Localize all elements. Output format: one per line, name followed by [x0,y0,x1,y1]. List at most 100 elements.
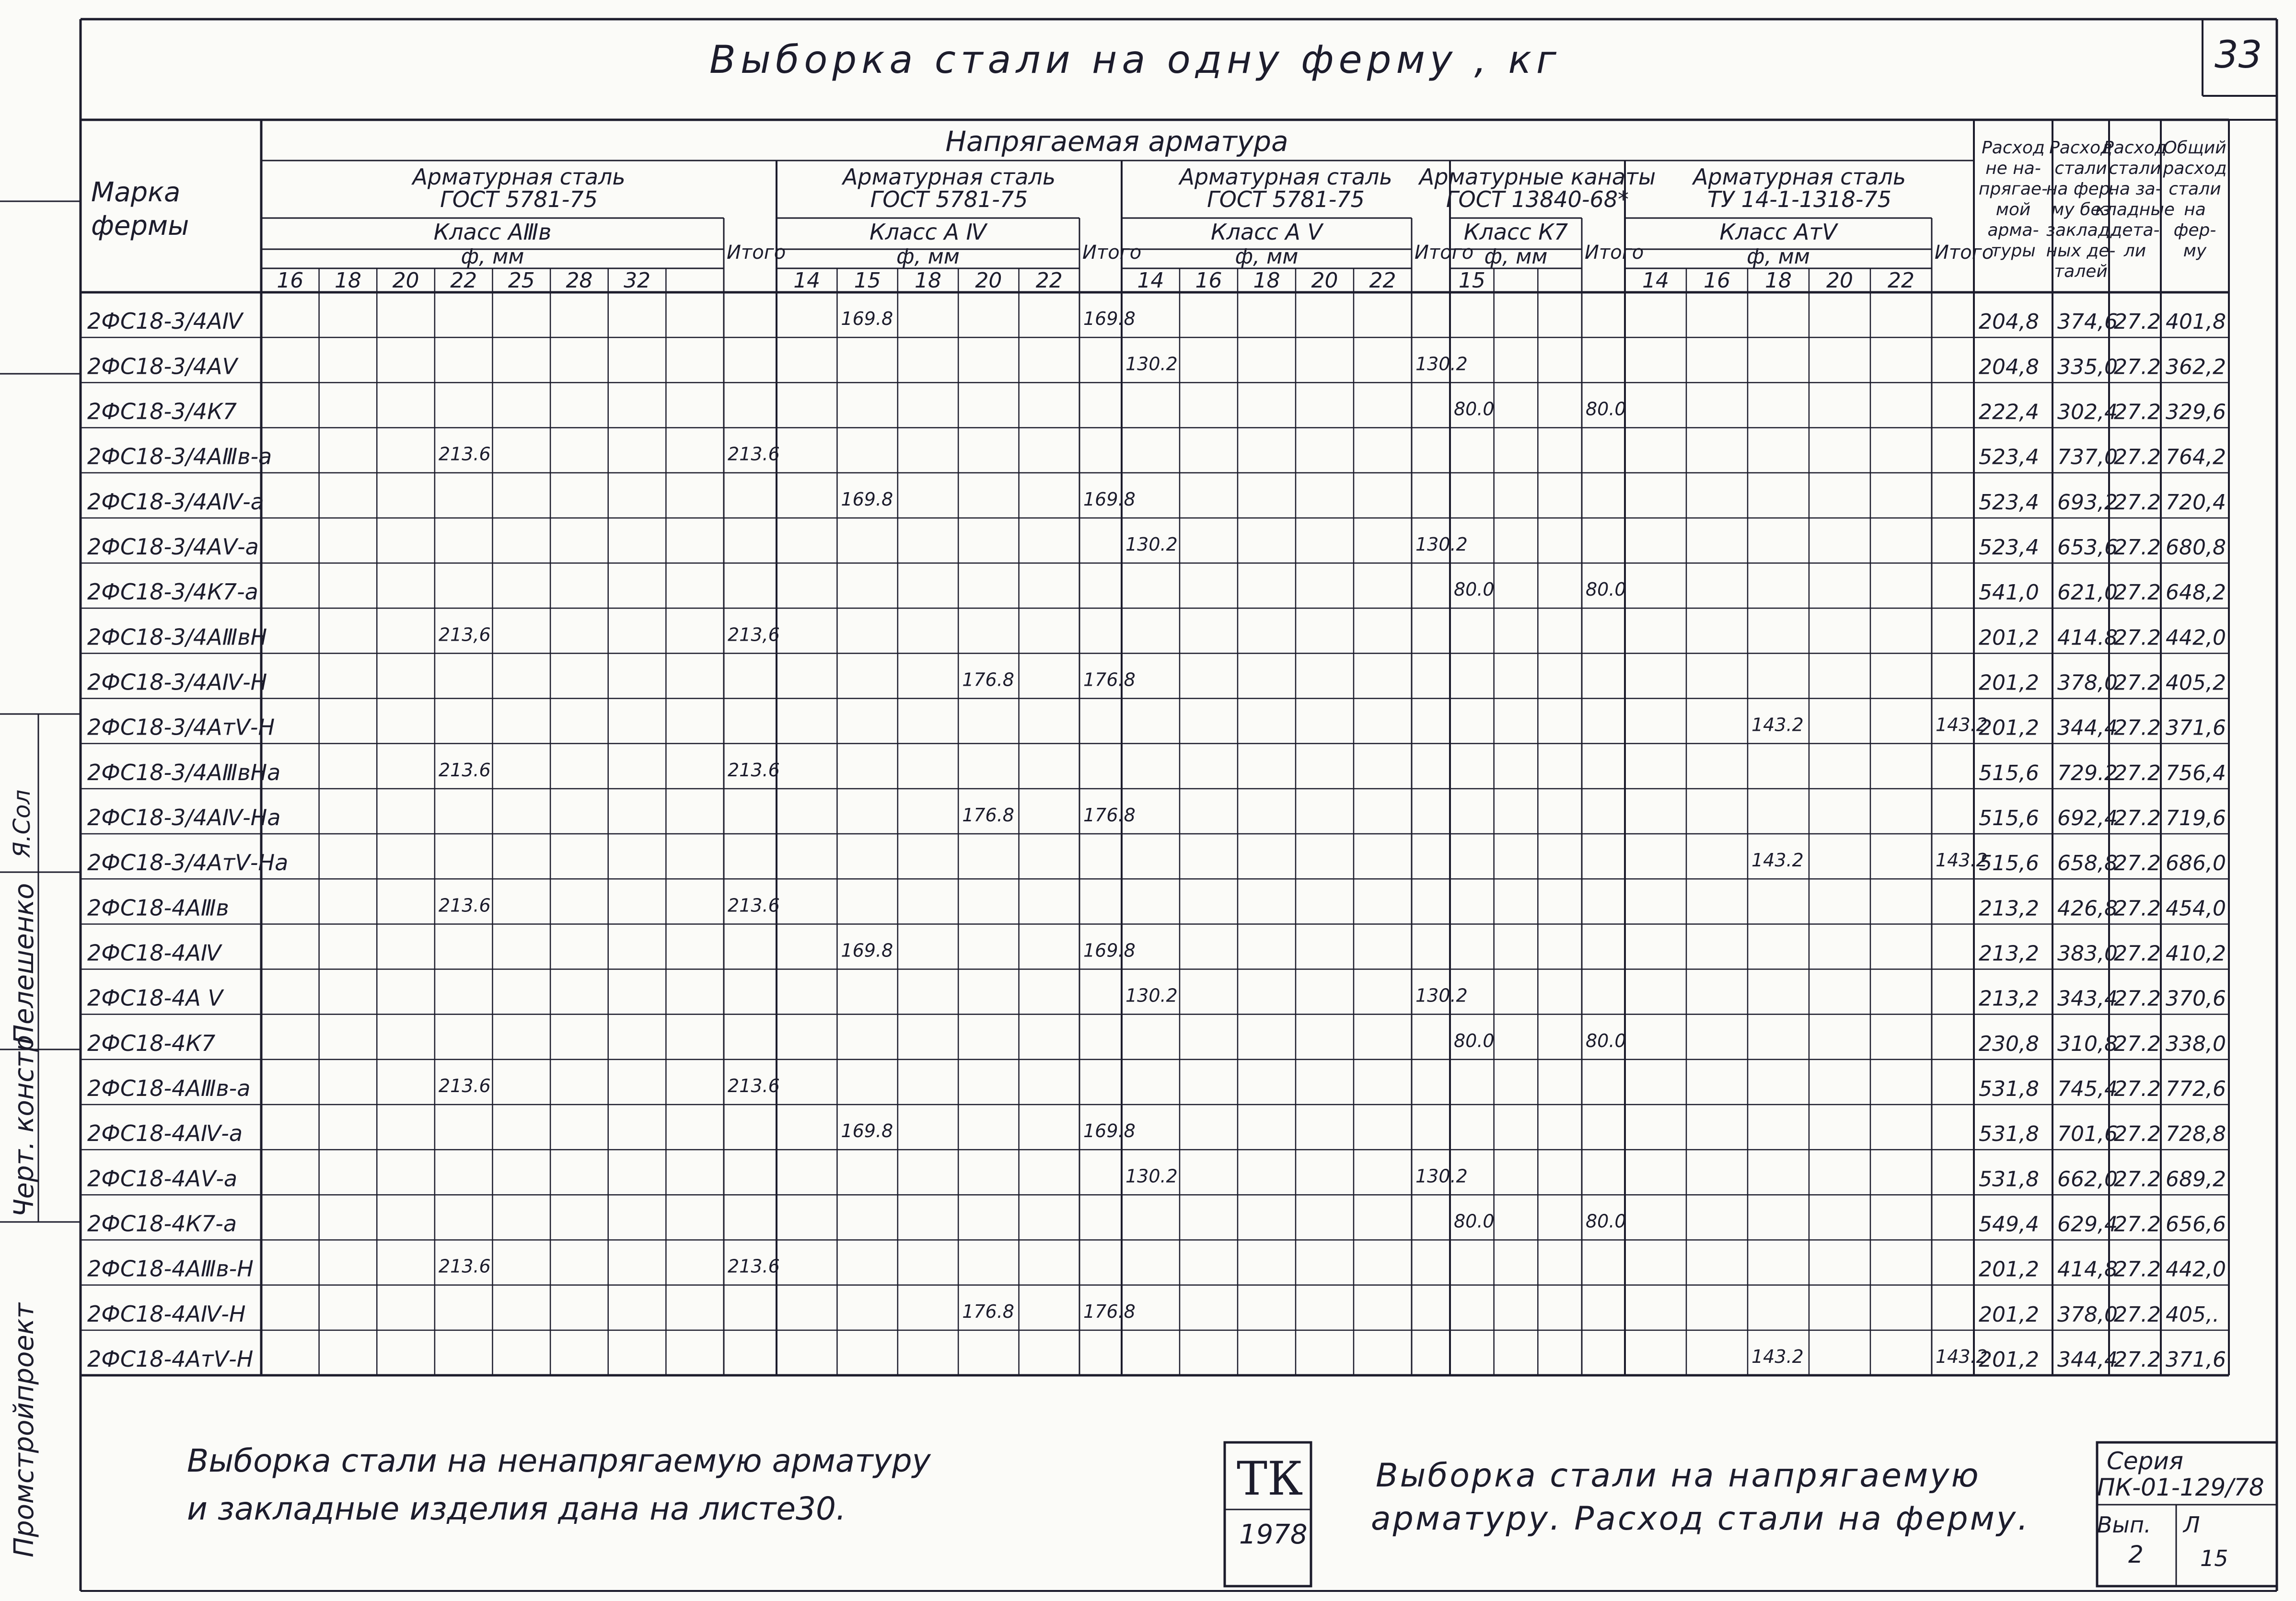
group-title: Арматурная сталь [841,164,1055,190]
row-total: 176.8 [1083,805,1136,826]
diam-number: 20 [1311,268,1338,293]
page-title: Выборка стали на одну ферму , кг [709,37,1561,82]
row-summary: 515,6 [1979,761,2039,785]
row-total: 169.8 [1083,489,1136,510]
summary-header: кладные [2095,200,2175,219]
sheet-number: 33 [2215,34,2262,77]
diam-label: ф, мм [1235,244,1299,269]
row-summary: 27.2 [2114,1122,2161,1146]
group-header-prestressed: Напрягаемая арматура [945,125,1288,158]
row-summary: 338,0 [2166,1032,2226,1056]
row-summary: 27.2 [2114,310,2161,334]
diam-label: ф, мм [461,244,524,269]
diam-number: 25 [508,268,535,293]
diam-number: 22 [1036,268,1063,293]
row-summary: 629,4 [2057,1212,2118,1237]
row-value: 176.8 [962,805,1014,826]
row-total: 169.8 [1083,1120,1136,1141]
row-value: 143.2 [1751,1346,1804,1367]
row-summary: 344,4 [2057,716,2118,740]
row-summary: 410,2 [2166,942,2226,966]
row-summary: 426,8 [2057,896,2118,921]
stamp-tk: ТК [1237,1452,1303,1506]
row-summary: 201,2 [1979,1302,2039,1327]
summary-header: Расход [2103,138,2167,158]
group-title: Арматурная сталь [1178,164,1392,190]
summary-header: на фер. [2046,179,2115,199]
row-summary: 414,8 [2057,1257,2118,1282]
row-summary: 658,8 [2057,851,2118,875]
row-summary: 523,4 [1979,535,2039,560]
row-summary: 378,0 [2057,671,2118,695]
class-label: Класс АⅢв [434,219,552,245]
summary-header: фер- [2174,220,2216,240]
group-title: ГОСТ 13840-68* [1446,186,1629,212]
row-summary: 27.2 [2114,987,2161,1011]
row-mark: 2ФС18-4К7 [87,1030,215,1056]
summary-header: стали [2168,179,2221,199]
row-summary: 27.2 [2114,761,2161,785]
diam-number: 15 [1459,268,1485,293]
row-summary: 27.2 [2114,1257,2161,1282]
total-header: Итого [1935,242,1994,264]
mark-header: Марка [91,177,180,208]
row-summary: 201,2 [1979,625,2039,650]
row-mark: 2ФС18-3/4АⅢвНа [87,760,280,785]
row-value: 130.2 [1125,985,1178,1006]
row-summary: 692,4 [2057,806,2118,830]
diam-label: ф, мм [1484,244,1548,269]
row-summary: 401,8 [2166,310,2226,334]
row-value: 130.2 [1125,534,1178,555]
series-code: ПК-01-129/78 [2097,1474,2264,1501]
row-summary: 362,2 [2166,355,2226,379]
row-mark: 2ФС18-3/4АⅢв-а [87,444,272,470]
summary-header: ли [2123,241,2146,261]
row-summary: 27.2 [2114,671,2161,695]
row-mark: 2ФС18-3/4АтⅤ-Н [87,714,275,740]
row-summary: 201,2 [1979,716,2039,740]
row-value: 176.8 [962,669,1014,691]
row-total: 143.2 [1936,850,1988,871]
row-summary: 27.2 [2114,355,2161,379]
row-summary: 371,6 [2166,716,2226,740]
row-summary: 680,8 [2166,535,2226,560]
diam-number: 14 [1137,268,1164,293]
diam-label: ф, мм [896,244,960,269]
stamp-year: 1978 [1239,1519,1308,1550]
row-mark: 2ФС18-4АⅣ-Н [87,1301,246,1327]
row-mark: 2ФС18-3/4АⅤ [87,353,239,379]
row-summary: 442,0 [2166,1257,2226,1282]
row-value: 80.0 [1454,399,1495,420]
row-summary: 515,6 [1979,806,2039,830]
summary-header: ных де- [2046,241,2116,261]
row-summary: 27.2 [2114,535,2161,560]
row-summary: 728,8 [2166,1122,2226,1146]
group-title: Арматурная сталь [411,164,625,190]
row-total: 213,6 [728,624,780,645]
row-summary: 541,0 [1979,580,2039,605]
row-summary: 549,4 [1979,1212,2039,1237]
row-mark: 2ФС18-3/4АⅢвН [87,624,267,650]
row-summary: 230,8 [1979,1032,2039,1056]
row-summary: 201,2 [1979,671,2039,695]
row-summary: 414.8 [2057,625,2118,650]
row-summary: 27.2 [2114,1302,2161,1327]
row-summary: 27.2 [2114,1348,2161,1372]
row-mark: 2ФС18-3/4АⅤ-а [87,534,259,560]
diam-number: 22 [1369,268,1396,293]
summary-header: му без [2051,200,2110,219]
group-title: Арматурные канаты [1418,164,1656,190]
row-mark: 2ФС18-4АⅣ [87,940,223,966]
row-summary: 648,2 [2166,580,2226,605]
row-summary: 531,8 [1979,1122,2039,1146]
diam-number: 14 [793,268,820,293]
row-summary: 772,6 [2166,1077,2226,1101]
row-summary: 729.2 [2057,761,2118,785]
row-value: 169.8 [841,489,893,510]
row-summary: 531,8 [1979,1077,2039,1101]
row-mark: 2ФС18-4АⅢв-а [87,1075,250,1101]
row-total: 130.2 [1415,1165,1468,1186]
row-total: 213.6 [728,760,780,781]
summary-header: прягае- [1979,179,2048,199]
